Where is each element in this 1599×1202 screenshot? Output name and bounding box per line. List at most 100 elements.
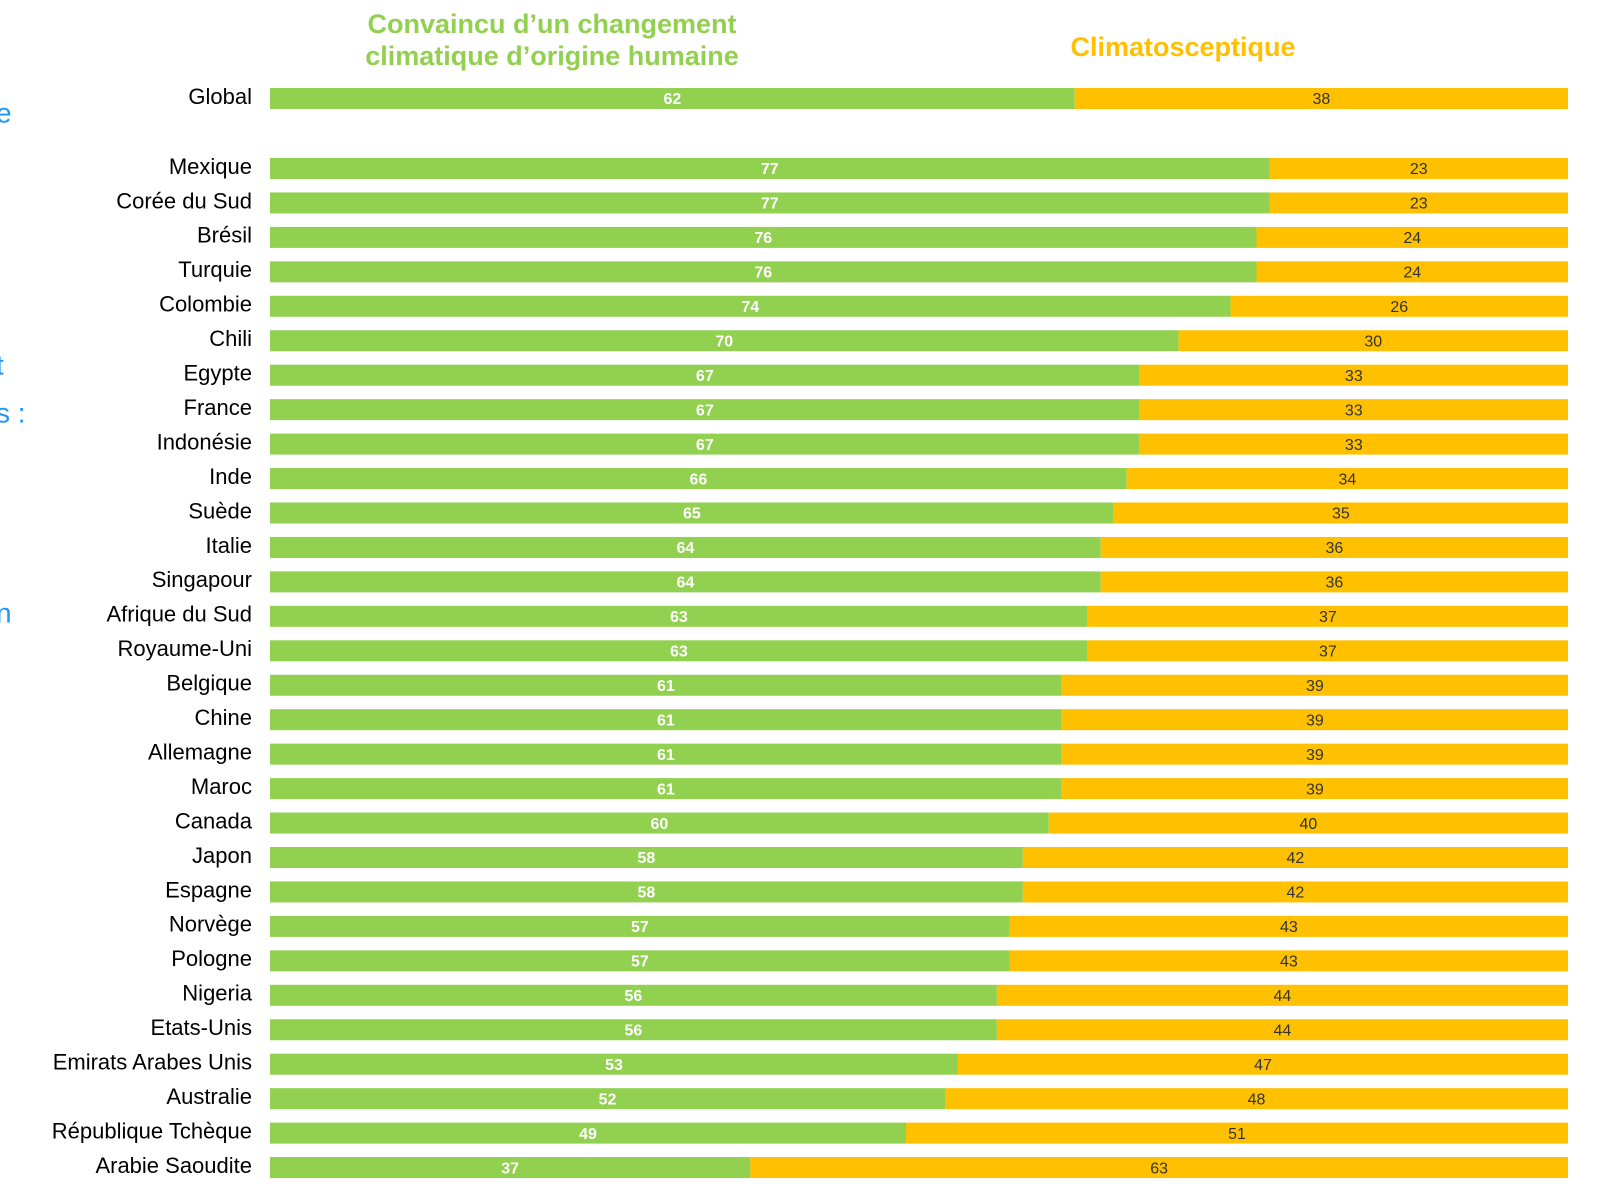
value-label: 67 <box>696 402 714 419</box>
bar-segment <box>270 640 1088 662</box>
category-label: Global <box>188 84 252 109</box>
bar-segment <box>270 984 997 1006</box>
value-label: 61 <box>657 747 675 764</box>
value-label: 61 <box>657 781 675 798</box>
value-label: 24 <box>1403 265 1421 282</box>
bar-segment <box>270 261 1257 283</box>
value-label: 53 <box>605 1057 623 1074</box>
value-label: 60 <box>651 816 669 833</box>
category-label: Mexique <box>169 154 252 179</box>
bar-segment <box>270 778 1062 800</box>
bar-segment <box>1139 399 1568 421</box>
value-label: 63 <box>670 609 688 626</box>
value-label: 40 <box>1300 816 1318 833</box>
category-label: Chine <box>195 705 252 730</box>
bar-segment <box>996 1019 1568 1041</box>
annotation: n <box>0 597 12 628</box>
bar-segment <box>1022 847 1568 868</box>
bar-segment <box>1048 812 1568 834</box>
bar-segment <box>270 915 1010 937</box>
bar-segment <box>1061 743 1568 765</box>
bar-segment <box>270 571 1101 593</box>
bar-segment <box>1087 605 1568 627</box>
value-label: 74 <box>741 299 759 316</box>
bar-segment <box>1100 571 1568 593</box>
bar-segment <box>1178 330 1568 352</box>
category-label: Japon <box>192 843 252 868</box>
category-label: Singapour <box>152 567 252 592</box>
category-label: Royaume-Uni <box>118 636 253 661</box>
category-label: Norvège <box>169 912 252 937</box>
value-label: 62 <box>663 91 681 108</box>
bar-segment <box>1256 261 1568 283</box>
category-label: Suède <box>188 498 252 523</box>
value-label: 49 <box>579 1126 597 1143</box>
bar-segment <box>270 192 1270 214</box>
category-label: Inde <box>209 464 252 489</box>
value-label: 38 <box>1312 91 1330 108</box>
bar-segment <box>270 502 1114 524</box>
bar-segment <box>906 1122 1568 1144</box>
bar-segment <box>270 1053 958 1075</box>
bar-segment <box>1269 192 1568 214</box>
value-label: 76 <box>754 230 772 247</box>
bar-segment <box>1061 674 1568 696</box>
bar-segment <box>270 605 1088 627</box>
bar-segment <box>270 468 1127 490</box>
bar-segment <box>957 1053 1568 1075</box>
value-label: 44 <box>1274 1022 1292 1039</box>
bar-segment <box>1256 226 1568 248</box>
category-label: France <box>184 395 252 420</box>
value-label: 24 <box>1403 230 1421 247</box>
category-label: Australie <box>166 1084 252 1109</box>
value-label: 33 <box>1345 402 1363 419</box>
value-label: 77 <box>761 161 779 178</box>
bar-segment <box>270 812 1049 834</box>
category-label: Colombie <box>159 292 252 317</box>
bar-segment <box>1009 915 1568 937</box>
bar-segment <box>270 399 1140 421</box>
bar-segment <box>270 709 1062 731</box>
bar-segment <box>1022 881 1568 903</box>
value-label: 43 <box>1280 954 1298 971</box>
bar-segment <box>270 881 1023 903</box>
category-label: Allemagne <box>148 739 252 764</box>
bar-segment <box>270 295 1231 317</box>
value-label: 39 <box>1306 781 1324 798</box>
category-label: Indonésie <box>157 429 252 454</box>
legend-entry: Climatosceptique <box>1070 32 1296 62</box>
bar-segment <box>270 330 1179 352</box>
bar-segment <box>1126 468 1568 490</box>
bar-segment <box>270 950 1010 972</box>
value-label: 61 <box>657 712 675 729</box>
bar-segment <box>1269 158 1568 179</box>
annotation: t <box>0 349 4 380</box>
value-label: 33 <box>1345 437 1363 454</box>
category-label: Emirats Arabes Unis <box>53 1050 252 1075</box>
value-label: 61 <box>657 678 675 695</box>
category-label: Corée du Sud <box>116 188 252 213</box>
value-label: 56 <box>625 988 643 1005</box>
category-label: Pologne <box>171 946 252 971</box>
value-label: 42 <box>1287 850 1305 867</box>
bar-segment <box>1009 950 1568 972</box>
value-label: 36 <box>1325 540 1343 557</box>
category-label: Etats-Unis <box>151 1015 252 1040</box>
annotation: e <box>0 97 12 128</box>
category-label: Afrique du Sud <box>106 602 252 627</box>
value-label: 33 <box>1345 368 1363 385</box>
bar-segment <box>270 674 1062 696</box>
value-label: 43 <box>1280 919 1298 936</box>
bar-segment <box>270 433 1140 455</box>
value-label: 37 <box>501 1160 519 1177</box>
bar-segment <box>750 1157 1568 1179</box>
value-label: 56 <box>625 1022 643 1039</box>
value-label: 58 <box>638 850 656 867</box>
value-label: 47 <box>1254 1057 1272 1074</box>
bar-segment <box>270 847 1023 868</box>
value-label: 58 <box>638 885 656 902</box>
value-label: 67 <box>696 368 714 385</box>
annotation: s : <box>0 397 26 428</box>
